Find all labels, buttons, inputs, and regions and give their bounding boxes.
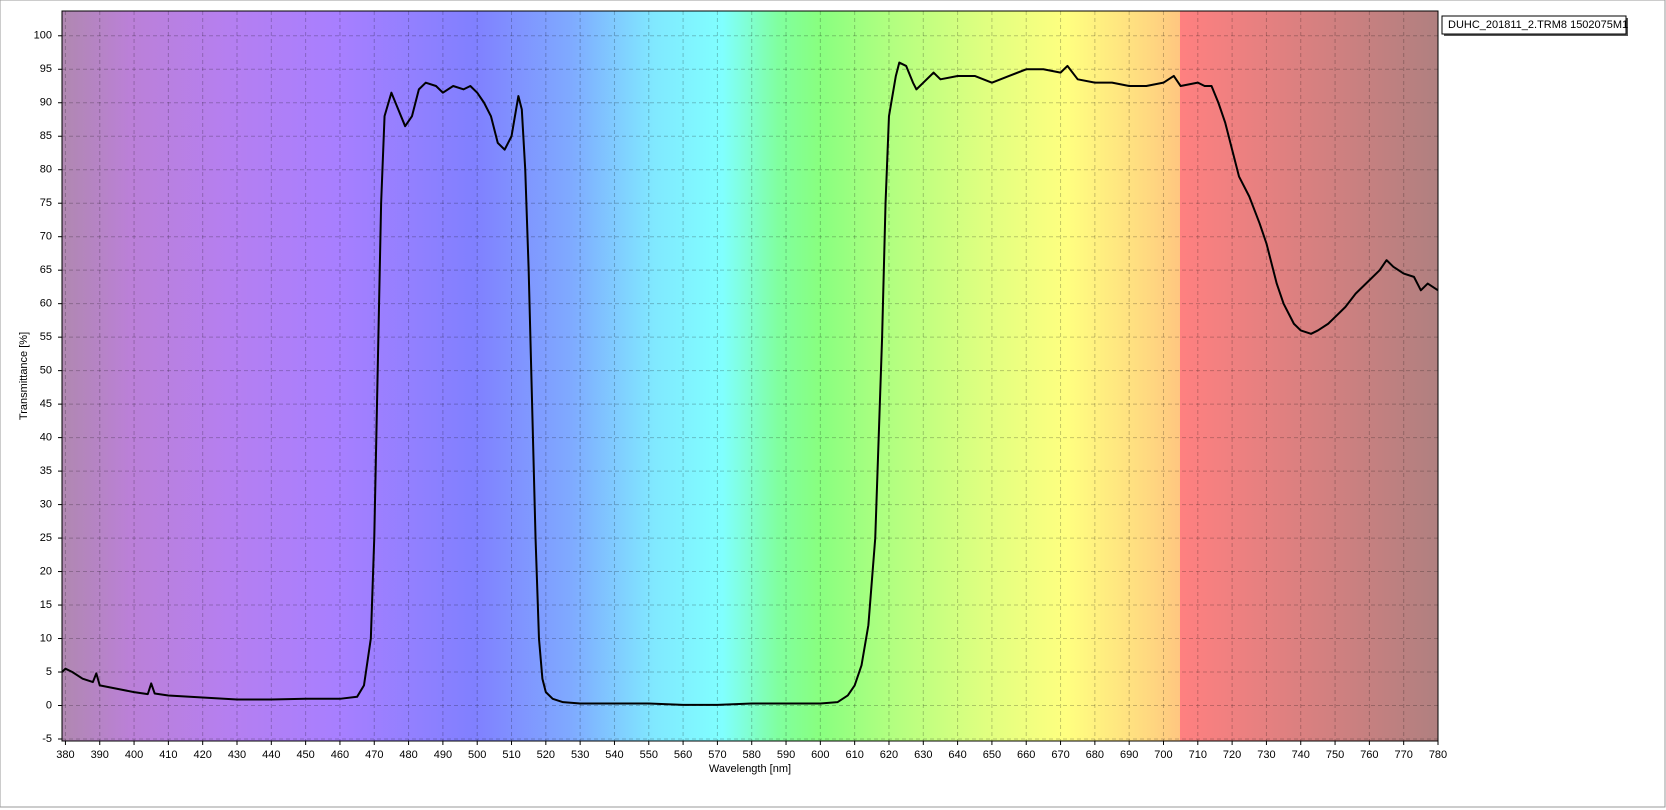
x-tick-label: 620 bbox=[880, 749, 898, 761]
x-tick-label: 470 bbox=[365, 749, 383, 761]
y-tick-label: 15 bbox=[40, 599, 52, 611]
x-tick-label: 780 bbox=[1429, 749, 1447, 761]
y-tick-label: 20 bbox=[40, 565, 52, 577]
x-tick-label: 640 bbox=[948, 749, 966, 761]
y-tick-label: 85 bbox=[40, 130, 52, 142]
x-tick-label: 570 bbox=[708, 749, 726, 761]
x-tick-label: 600 bbox=[811, 749, 829, 761]
x-tick-label: 490 bbox=[434, 749, 452, 761]
x-tick-label: 430 bbox=[228, 749, 246, 761]
y-tick-label: 100 bbox=[34, 30, 52, 42]
y-tick-label: 90 bbox=[40, 97, 52, 109]
x-tick-label: 550 bbox=[640, 749, 658, 761]
x-axis-label: Wavelength [nm] bbox=[709, 763, 791, 775]
y-tick-label: 60 bbox=[40, 298, 52, 310]
x-tick-label: 390 bbox=[91, 749, 109, 761]
y-tick-label: 10 bbox=[40, 632, 52, 644]
x-tick-label: 720 bbox=[1223, 749, 1241, 761]
x-tick-label: 510 bbox=[502, 749, 520, 761]
x-tick-label: 420 bbox=[194, 749, 212, 761]
y-tick-label: 75 bbox=[40, 197, 52, 209]
legend-entry: DUHC_201811_2.TRM8 1502075M1 bbox=[1448, 19, 1628, 31]
x-tick-label: 560 bbox=[674, 749, 692, 761]
x-tick-label: 700 bbox=[1154, 749, 1172, 761]
x-tick-label: 740 bbox=[1292, 749, 1310, 761]
x-tick-label: 440 bbox=[262, 749, 280, 761]
x-tick-label: 710 bbox=[1189, 749, 1207, 761]
x-tick-label: 610 bbox=[845, 749, 863, 761]
x-tick-label: 680 bbox=[1086, 749, 1104, 761]
y-tick-label: 0 bbox=[46, 699, 52, 711]
y-tick-label: 25 bbox=[40, 532, 52, 544]
x-tick-label: 750 bbox=[1326, 749, 1344, 761]
y-tick-label: -5 bbox=[42, 733, 52, 745]
x-tick-label: 380 bbox=[56, 749, 74, 761]
spectrum-background bbox=[62, 11, 1438, 741]
y-tick-label: 70 bbox=[40, 231, 52, 243]
x-tick-label: 760 bbox=[1360, 749, 1378, 761]
x-tick-label: 730 bbox=[1257, 749, 1275, 761]
x-tick-label: 520 bbox=[537, 749, 555, 761]
data-line bbox=[61, 61, 1439, 706]
x-tick-label: 460 bbox=[331, 749, 349, 761]
x-tick-label: 770 bbox=[1395, 749, 1413, 761]
x-tick-label: 590 bbox=[777, 749, 795, 761]
legend-box bbox=[1441, 15, 1627, 35]
x-tick-label: 660 bbox=[1017, 749, 1035, 761]
x-tick-label: 540 bbox=[605, 749, 623, 761]
y-tick-label: 30 bbox=[40, 498, 52, 510]
legend: DUHC_201811_2.TRM8 1502075M1 bbox=[1441, 15, 1628, 36]
x-tick-label: 530 bbox=[571, 749, 589, 761]
x-tick-label: 410 bbox=[159, 749, 177, 761]
x-tick-label: 400 bbox=[125, 749, 143, 761]
x-tick-label: 450 bbox=[296, 749, 314, 761]
x-tick-label: 630 bbox=[914, 749, 932, 761]
y-tick-label: 50 bbox=[40, 365, 52, 377]
x-tick-label: 580 bbox=[743, 749, 761, 761]
x-tick-label: 480 bbox=[399, 749, 417, 761]
y-tick-label: 80 bbox=[40, 164, 52, 176]
y-tick-label: 35 bbox=[40, 465, 52, 477]
y-tick-label: 40 bbox=[40, 432, 52, 444]
x-tick-label: 690 bbox=[1120, 749, 1138, 761]
y-tick-label: 55 bbox=[40, 331, 52, 343]
x-tick-label: 500 bbox=[468, 749, 486, 761]
y-tick-label: 65 bbox=[40, 264, 52, 276]
y-tick-label: 5 bbox=[46, 666, 52, 678]
y-axis-label: Transmittance [%] bbox=[18, 332, 30, 420]
y-tick-label: 45 bbox=[40, 398, 52, 410]
plot-border bbox=[61, 10, 1439, 742]
y-tick-label: 95 bbox=[40, 63, 52, 75]
x-tick-label: 650 bbox=[983, 749, 1001, 761]
x-tick-label: 670 bbox=[1051, 749, 1069, 761]
